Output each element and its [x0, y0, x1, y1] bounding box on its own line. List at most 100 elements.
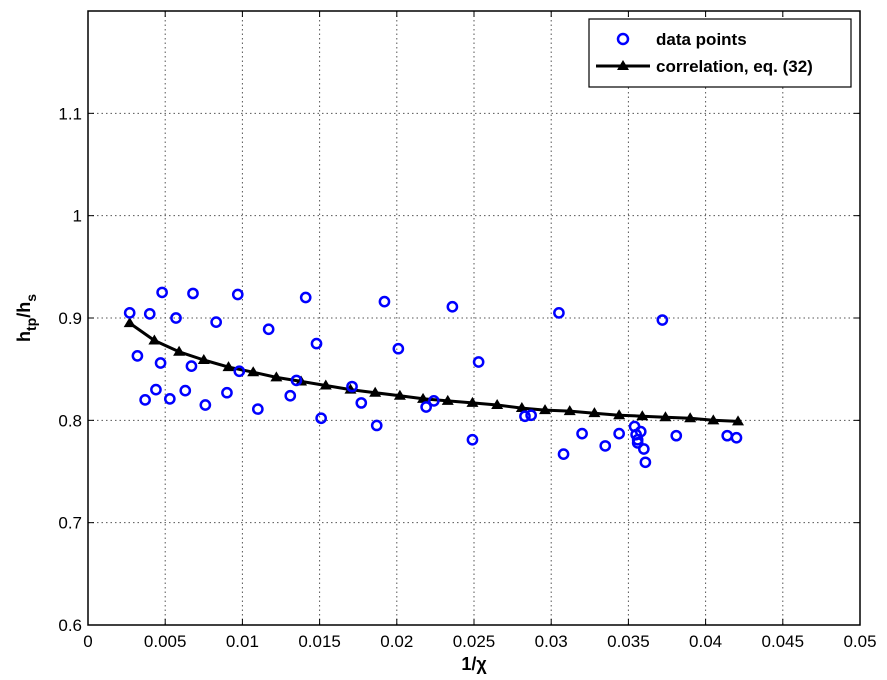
- x-tick-label: 0.04: [689, 632, 722, 651]
- data-point: [199, 399, 212, 411]
- x-tick-label: 0.01: [226, 632, 259, 651]
- correlation-marker: [247, 366, 260, 377]
- x-tick-label: 0.045: [762, 632, 805, 651]
- correlation-marker: [270, 371, 283, 382]
- data-point: [634, 425, 647, 438]
- x-tick-label: 0.025: [453, 632, 496, 651]
- x-tick-label: 0.02: [380, 632, 413, 651]
- data-point: [233, 365, 246, 378]
- legend-marker-data-points: [616, 32, 630, 46]
- x-tick-label: 0.03: [535, 632, 568, 651]
- legend-label-correlation: correlation, eq. (32): [656, 57, 813, 76]
- correlation-marker: [732, 415, 745, 426]
- data-point: [156, 286, 168, 299]
- data-point: [730, 431, 743, 444]
- correlation-marker: [563, 405, 576, 416]
- series-data-points: [123, 286, 743, 469]
- correlation-marker: [707, 414, 720, 425]
- series-correlation: [123, 317, 745, 426]
- data-point: [163, 392, 176, 405]
- data-point: [170, 312, 182, 324]
- correlation-marker: [197, 353, 210, 364]
- data-point: [392, 342, 405, 355]
- plot-frame: [87, 10, 861, 626]
- y-tick-label: 0.6: [58, 616, 82, 635]
- data-point: [599, 440, 612, 452]
- data-point: [221, 386, 233, 399]
- data-point: [466, 433, 479, 446]
- data-point: [131, 350, 144, 362]
- data-point: [525, 409, 537, 422]
- correlation-marker: [515, 402, 528, 413]
- correlation-marker: [123, 317, 136, 328]
- data-point: [670, 429, 683, 442]
- legend: data points correlation, eq. (32): [588, 18, 852, 88]
- x-tick-label: 0.005: [144, 632, 187, 651]
- data-point: [185, 360, 198, 372]
- y-ticks: 0.6 0.7 0.8 0.9 1 1.1: [58, 104, 860, 635]
- y-tick-label: 0.9: [58, 309, 82, 328]
- correlation-marker: [588, 407, 601, 418]
- correlation-marker: [659, 411, 672, 422]
- correlation-marker: [222, 361, 235, 372]
- data-point: [262, 323, 275, 336]
- data-point: [251, 403, 264, 415]
- x-tick-label: 0: [83, 632, 92, 651]
- data-point: [420, 401, 432, 413]
- correlation-marker: [393, 389, 406, 400]
- data-point: [143, 308, 156, 320]
- correlation-line: [128, 321, 739, 423]
- data-point: [310, 337, 323, 350]
- correlation-marker: [636, 410, 649, 421]
- correlation-marker: [613, 409, 626, 420]
- x-ticks: 0 0.005 0.01 0.015 0.02 0.025 0.03 0.035 0.04 0.0…: [83, 11, 877, 651]
- data-point: [553, 307, 565, 319]
- data-point: [472, 356, 485, 368]
- data-point: [428, 395, 440, 407]
- correlation-marker: [417, 392, 430, 403]
- legend-box: [588, 18, 852, 88]
- y-tick-label: 1.1: [58, 104, 82, 123]
- data-point: [370, 419, 383, 432]
- data-point: [150, 383, 162, 396]
- correlation-marker: [466, 396, 479, 407]
- x-tick-label: 0.05: [843, 632, 876, 651]
- data-point: [576, 427, 588, 440]
- data-point: [315, 412, 327, 425]
- data-point: [290, 374, 303, 387]
- correlation-marker: [684, 412, 697, 423]
- correlation-marker: [148, 334, 161, 345]
- data-point: [187, 287, 199, 300]
- data-point: [231, 288, 244, 301]
- data-point: [378, 295, 391, 308]
- y-axis-label: htp/hs: [14, 294, 39, 342]
- data-point: [346, 380, 358, 393]
- data-point: [639, 456, 652, 469]
- correlation-marker: [319, 379, 332, 390]
- x-tick-label: 0.015: [298, 632, 341, 651]
- correlation-marker: [491, 398, 504, 409]
- data-point: [656, 314, 669, 326]
- data-point: [613, 427, 625, 440]
- legend-label-data-points: data points: [656, 30, 747, 49]
- data-point: [355, 397, 368, 409]
- data-point: [210, 316, 223, 328]
- correlation-marker: [539, 404, 552, 415]
- legend-marker-correlation: [617, 60, 629, 70]
- data-point: [637, 443, 650, 455]
- y-tick-label: 0.8: [58, 411, 82, 430]
- data-point: [139, 394, 151, 406]
- y-tick-label: 0.7: [58, 514, 82, 533]
- data-point: [631, 436, 644, 449]
- x-tick-label: 0.035: [607, 632, 650, 651]
- data-point: [299, 291, 312, 304]
- correlation-marker: [369, 386, 382, 397]
- data-point: [557, 448, 570, 460]
- correlation-marker: [173, 345, 186, 356]
- data-point: [284, 389, 297, 402]
- x-axis-label: 1/χ: [461, 654, 487, 674]
- data-point: [154, 357, 167, 369]
- correlation-marker: [441, 394, 454, 405]
- grid: [88, 11, 860, 625]
